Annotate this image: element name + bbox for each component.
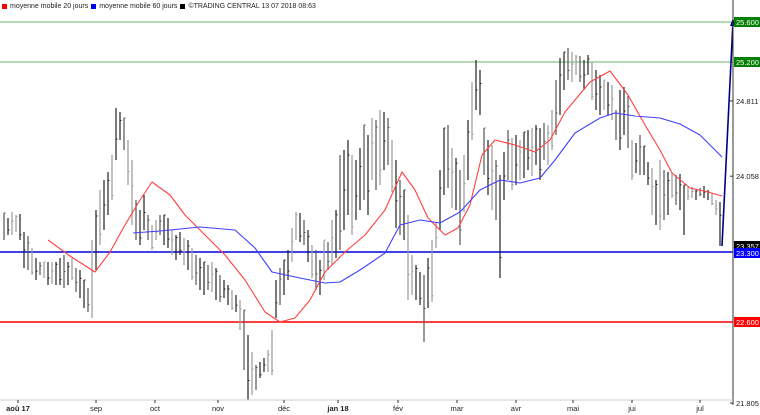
svg-text:mai: mai bbox=[567, 404, 579, 413]
price-tag bbox=[734, 17, 760, 27]
series-moyenne-mobile-20-jours bbox=[47, 70, 723, 323]
legend-swatch-ma20 bbox=[2, 3, 7, 9]
legend-swatch-ma60 bbox=[91, 3, 97, 9]
series-moyenne-mobile-60-jours bbox=[132, 112, 723, 284]
svg-text:avr: avr bbox=[511, 404, 522, 413]
chart-legend: moyenne mobile 20 jours moyenne mobile 6… bbox=[2, 1, 316, 11]
svg-text:24.811: 24.811 bbox=[736, 97, 758, 106]
legend-label-ma20: moyenne mobile 20 jours bbox=[10, 2, 89, 10]
legend-label-ma60: moyenne mobile 60 jours bbox=[99, 2, 178, 10]
svg-text:22.600: 22.600 bbox=[736, 318, 759, 327]
price-tag bbox=[734, 248, 760, 258]
legend-label-copyright: ©TRADING CENTRAL 13 07 2018 08:63 bbox=[188, 2, 316, 10]
svg-text:23.357: 23.357 bbox=[736, 242, 759, 251]
moving-average-lines bbox=[47, 18, 736, 323]
svg-text:23.300: 23.300 bbox=[736, 249, 759, 258]
svg-text:nov: nov bbox=[212, 404, 224, 413]
price-tag bbox=[734, 241, 760, 251]
svg-text:aoû 17: aoû 17 bbox=[6, 404, 30, 413]
svg-text:25.600: 25.600 bbox=[736, 18, 759, 27]
price-bars bbox=[3, 48, 722, 400]
axes bbox=[0, 0, 734, 405]
price-tag bbox=[734, 57, 760, 67]
svg-text:jui: jui bbox=[627, 404, 636, 413]
svg-text:jul: jul bbox=[695, 404, 704, 413]
svg-text:25.200: 25.200 bbox=[736, 58, 759, 67]
svg-text:fév: fév bbox=[393, 404, 403, 413]
svg-text:oct: oct bbox=[150, 404, 161, 413]
svg-text:24.058: 24.058 bbox=[736, 172, 759, 181]
horizontal-levels bbox=[0, 21, 733, 323]
series-last-move bbox=[721, 20, 734, 247]
svg-text:déc: déc bbox=[278, 404, 290, 413]
x-axis-labels: aoû 17 sep oct nov déc jan 18 fév mar avr mai jui j… bbox=[6, 400, 704, 413]
svg-text:mar: mar bbox=[451, 404, 464, 413]
svg-text:jan 18: jan 18 bbox=[326, 404, 348, 413]
legend-swatch-copyright bbox=[180, 3, 186, 9]
price-tag bbox=[734, 317, 760, 327]
svg-text:sep: sep bbox=[90, 404, 102, 413]
svg-text:21.805: 21.805 bbox=[736, 399, 759, 408]
